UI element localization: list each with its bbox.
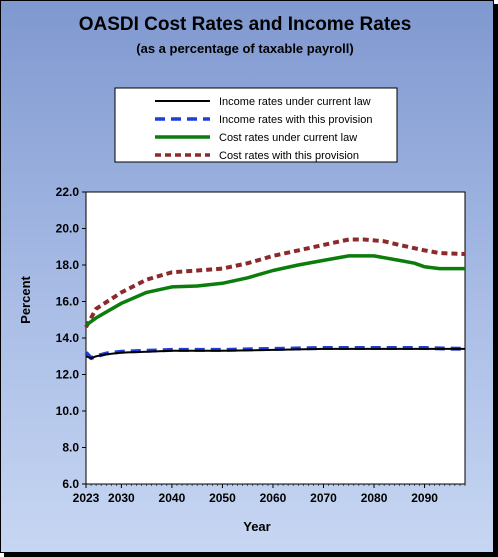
- y-tick-label: 12.0: [56, 368, 80, 382]
- series-line-4: [84, 237, 466, 329]
- y-axis: 6.0 8.0 10.0 12.0 14.0 16.0 18.0 20.0 22.0: [56, 185, 86, 491]
- frame-shadow-right: [494, 4, 498, 557]
- x-tick-label: 2023: [73, 491, 100, 505]
- y-tick-label: 10.0: [56, 404, 80, 418]
- y-tick-label: 6.0: [62, 477, 79, 491]
- x-tick-label: 2080: [361, 491, 388, 505]
- series-lines: [84, 237, 466, 361]
- chart-title: OASDI Cost Rates and Income Rates: [79, 14, 412, 35]
- x-tick-label: 2060: [260, 491, 287, 505]
- series-line-1: [85, 347, 465, 360]
- legend-label: Cost rates under current law: [219, 132, 357, 144]
- chart-subtitle: (as a percentage of taxable payroll): [136, 41, 353, 56]
- plot-area: [85, 191, 466, 485]
- x-tick-label: 2030: [108, 491, 135, 505]
- y-axis-label: Percent: [18, 275, 33, 323]
- y-tick-label: 18.0: [56, 258, 80, 272]
- x-axis: 2023 2030 2040 2050 2060 2070 2080 2090: [73, 484, 466, 505]
- legend-label: Cost rates with this provision: [219, 150, 359, 162]
- x-tick-label: 2040: [159, 491, 186, 505]
- x-tick-label: 2050: [209, 491, 236, 505]
- legend-label: Income rates with this provision: [219, 114, 372, 126]
- legend-label: Income rates under current law: [219, 96, 371, 108]
- series-line-3: [84, 254, 465, 327]
- frame-shadow-bottom: [4, 553, 498, 557]
- y-tick-label: 8.0: [62, 441, 79, 455]
- y-tick-label: 20.0: [56, 222, 80, 236]
- y-tick-label: 16.0: [56, 295, 80, 309]
- y-tick-label: 14.0: [56, 331, 80, 345]
- y-tick-label: 22.0: [56, 185, 80, 199]
- legend: Income rates under current law Income rat…: [155, 96, 372, 162]
- x-tick-label: 2090: [411, 491, 438, 505]
- x-tick-label: 2070: [310, 491, 337, 505]
- x-axis-label: Year: [243, 519, 270, 534]
